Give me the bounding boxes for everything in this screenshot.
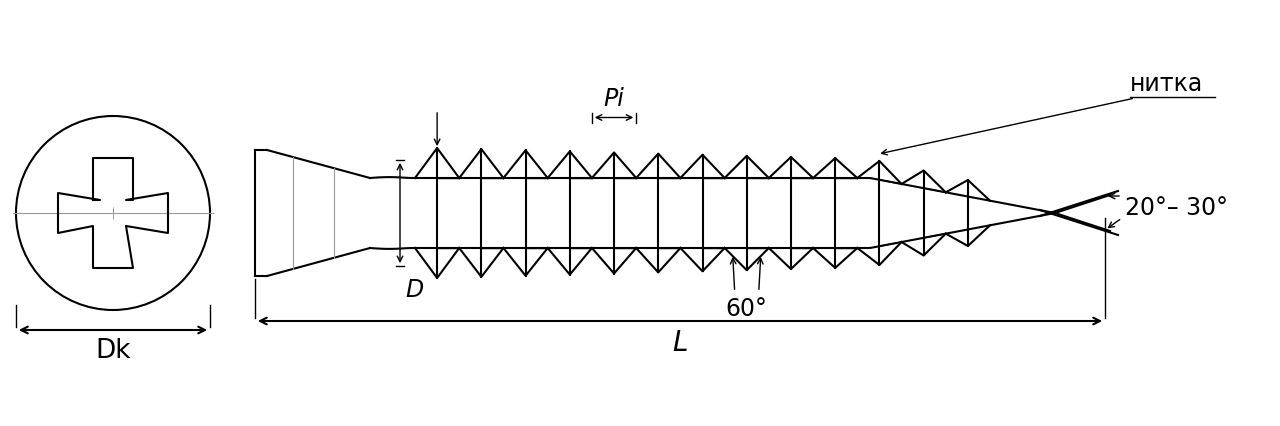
Text: Dk: Dk bbox=[95, 338, 131, 364]
Text: Pi: Pi bbox=[604, 87, 625, 112]
Text: 60°: 60° bbox=[726, 297, 768, 321]
Text: 20°– 30°: 20°– 30° bbox=[1125, 196, 1228, 220]
Text: L: L bbox=[672, 329, 687, 357]
Text: нитка: нитка bbox=[1130, 72, 1203, 96]
Text: D: D bbox=[404, 278, 424, 302]
